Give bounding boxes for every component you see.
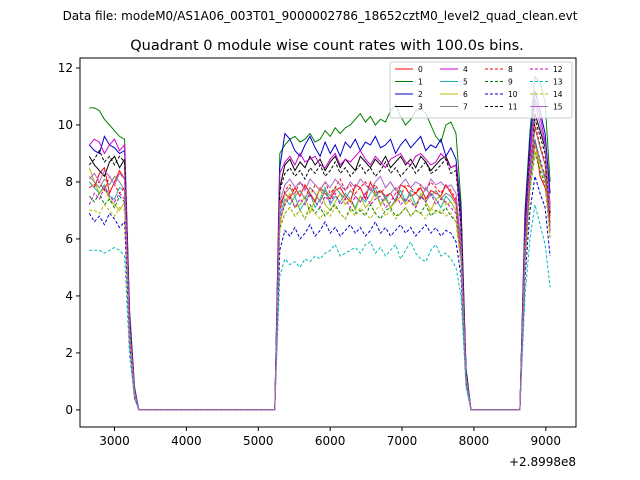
legend-label: 12	[553, 65, 563, 74]
plot-lines	[88, 75, 551, 411]
series-line-1	[89, 75, 551, 411]
series-line-15	[88, 102, 551, 411]
y-tick-label: 10	[58, 118, 73, 132]
x-tick-label: 7000	[387, 434, 418, 448]
series-line-5	[88, 139, 551, 411]
legend-label: 5	[463, 78, 468, 87]
legend-label: 11	[508, 103, 518, 112]
plot-area	[79, 57, 577, 428]
legend-label: 2	[418, 90, 423, 99]
y-tick-label: 6	[65, 232, 73, 246]
x-axis: 3000 4000 5000 6000 7000 8000 9000	[99, 427, 561, 448]
legend-label: 0	[418, 65, 423, 74]
x-offset-label: +2.8998e8	[509, 455, 576, 469]
legend-label: 15	[553, 103, 563, 112]
x-tick-label: 9000	[531, 434, 562, 448]
legend-label: 3	[418, 103, 423, 112]
series-line-13	[89, 204, 551, 411]
chart-subtitle: Data file: modeM0/AS1A06_003T01_90000027…	[63, 9, 578, 23]
y-tick-label: 2	[65, 346, 73, 360]
legend-label: 9	[508, 78, 513, 87]
series-line-4	[88, 99, 551, 411]
y-axis: 0 2 4 6 8 10 12	[58, 61, 80, 417]
y-tick-label: 8	[65, 175, 73, 189]
y-tick-label: 0	[65, 403, 73, 417]
series-line-3	[88, 113, 551, 411]
series-line-8	[89, 124, 551, 411]
x-tick-label: 8000	[459, 434, 490, 448]
chart-title: Quadrant 0 module wise count rates with …	[130, 38, 524, 54]
y-tick-label: 12	[58, 61, 73, 75]
x-tick-label: 5000	[243, 434, 274, 448]
series-line-0	[88, 139, 551, 411]
series-line-12	[88, 141, 551, 411]
legend-label: 4	[463, 65, 468, 74]
series-line-9	[88, 153, 551, 411]
series-line-2	[88, 90, 551, 411]
series-line-11	[88, 119, 551, 411]
series-line-14	[89, 150, 551, 411]
series-line-7	[88, 127, 551, 411]
x-tick-label: 6000	[315, 434, 346, 448]
x-tick-label: 4000	[171, 434, 202, 448]
legend-label: 7	[463, 103, 468, 112]
legend-label: 6	[463, 90, 468, 99]
x-tick-label: 3000	[99, 434, 130, 448]
series-line-6	[88, 144, 551, 411]
legend-label: 13	[553, 78, 563, 87]
legend-label: 8	[508, 65, 513, 74]
legend-frame	[389, 61, 573, 119]
legend-label: 14	[553, 90, 563, 99]
legend-label: 10	[508, 90, 518, 99]
legend-label: 1	[418, 78, 423, 87]
series-line-10	[88, 176, 551, 411]
y-tick-label: 4	[65, 289, 73, 303]
